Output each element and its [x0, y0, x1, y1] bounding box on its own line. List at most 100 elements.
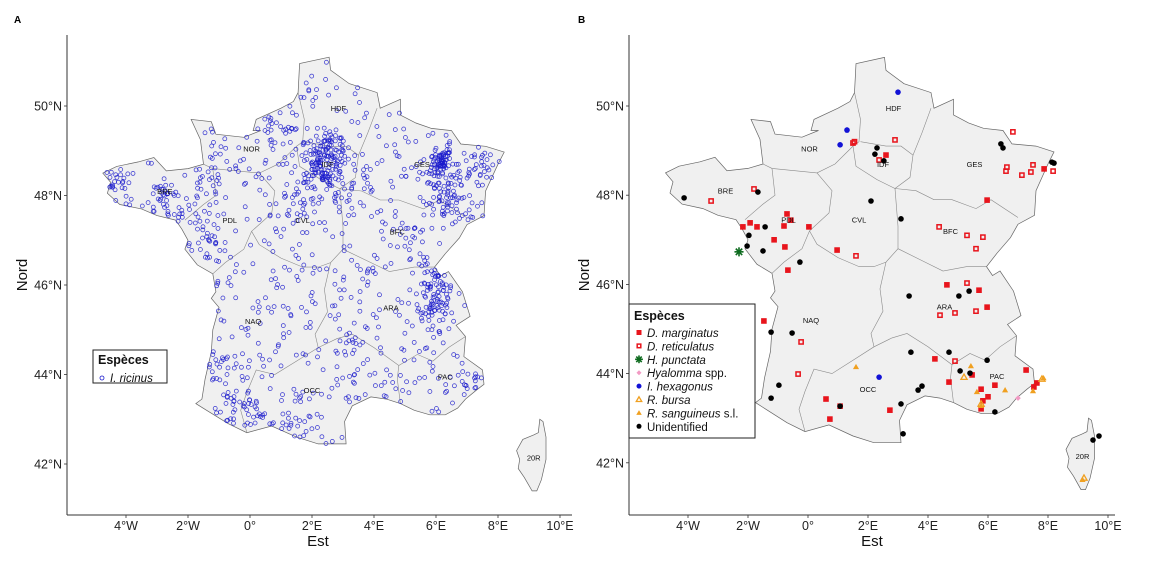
tick-point-i-ricinus [449, 310, 455, 316]
tick-point-i-ricinus [315, 155, 321, 161]
tick-point-i-ricinus [223, 381, 228, 387]
tick-point-i-ricinus [430, 364, 436, 369]
tick-point-i-ricinus [161, 176, 167, 182]
tick-point-i-ricinus [177, 211, 183, 217]
tick-point-d-marginatus [1041, 166, 1047, 172]
tick-point-i-ricinus [210, 129, 215, 135]
tick-point-i-ricinus [289, 170, 294, 176]
tick-point-i-ricinus [267, 357, 272, 363]
tick-point-i-ricinus [272, 140, 278, 146]
tick-point-r-sanguineus-s-l [978, 402, 985, 408]
tick-point-i-ricinus [267, 212, 273, 218]
tick-point-i-ricinus [205, 230, 210, 236]
tick-point-i-ricinus [195, 180, 200, 186]
y-tick-label: 44°N [596, 367, 624, 381]
tick-point-i-ricinus [387, 243, 393, 248]
tick-point-i-ricinus [215, 308, 221, 314]
tick-point-i-ricinus [293, 391, 299, 397]
tick-point-i-ricinus [267, 118, 273, 124]
tick-point-i-ricinus [336, 209, 342, 215]
tick-point-d-reticulatus [876, 157, 882, 163]
tick-point-i-ricinus [200, 235, 205, 241]
tick-point-unidentified [967, 370, 973, 376]
tick-point-i-ricinus [326, 154, 331, 159]
x-axis-title-b: Est [861, 533, 884, 550]
tick-point-i-ricinus [186, 241, 192, 246]
tick-point-i-ricinus [273, 201, 279, 207]
tick-point-i-ricinus [300, 206, 306, 212]
x-tick-label: 10°E [1094, 519, 1121, 533]
tick-point-i-ricinus [215, 226, 221, 231]
tick-point-i-ricinus [246, 166, 252, 172]
legend-b-marker-d-reticulatus [636, 343, 642, 349]
tick-point-i-ricinus [217, 364, 222, 370]
legend-b-label-r-sanguineus: R. sanguineus s.l. [647, 408, 738, 420]
tick-point-i-ricinus [193, 167, 199, 173]
tick-point-i-ricinus [346, 145, 351, 151]
tick-point-i-ricinus [408, 240, 413, 246]
tick-point-i-ricinus [307, 396, 312, 402]
tick-point-i-ricinus [365, 357, 370, 362]
tick-point-i-ricinus [290, 201, 296, 207]
region-border [296, 141, 359, 190]
tick-point-i-ricinus [240, 351, 245, 357]
tick-point-d-marginatus [788, 217, 794, 223]
tick-point-i-ricinus [176, 205, 182, 210]
tick-point-i-ricinus [259, 374, 265, 380]
tick-point-i-ricinus [360, 172, 366, 178]
tick-point-i-ricinus [308, 160, 314, 166]
tick-point-i-ricinus [351, 180, 357, 186]
tick-point-i-ricinus [310, 390, 316, 396]
tick-point-i-ricinus [334, 364, 340, 370]
tick-point-i-ricinus [312, 301, 318, 307]
tick-point-i-ricinus [347, 374, 352, 379]
tick-point-i-ricinus [187, 220, 193, 225]
region-label-bfc: BFC [943, 227, 959, 236]
legend-b-marker-r-sanguineus [636, 410, 642, 415]
tick-point-i-ricinus [266, 241, 272, 247]
tick-point-i-ricinus [229, 334, 235, 340]
tick-point-i-ricinus [160, 192, 166, 198]
tick-point-i-ricinus [250, 261, 256, 267]
tick-point-i-ricinus [239, 364, 244, 370]
tick-point-i-ricinus [294, 112, 299, 118]
tick-point-unidentified [881, 158, 887, 164]
tick-point-r-sanguineus-s-l [973, 388, 980, 395]
tick-point-i-ricinus [432, 170, 438, 176]
tick-point-i-ricinus [398, 399, 404, 404]
tick-point-i-ricinus [374, 256, 380, 261]
tick-point-i-ricinus [438, 189, 444, 195]
tick-point-i-ricinus [330, 234, 336, 240]
tick-point-i-ricinus [274, 120, 279, 126]
tick-point-i-ricinus [193, 211, 199, 217]
tick-point-i-ricinus [456, 291, 462, 296]
tick-point-i-ricinus [397, 232, 403, 237]
tick-point-i-ricinus [209, 165, 214, 171]
tick-point-i-ricinus [296, 189, 301, 195]
tick-point-i-ricinus [390, 380, 396, 385]
tick-point-i-ricinus [267, 137, 273, 143]
tick-point-i-ricinus [309, 426, 315, 432]
tick-point-i-ricinus [113, 172, 119, 178]
tick-point-i-ricinus [377, 307, 382, 313]
tick-point-i-ricinus [418, 159, 423, 165]
tick-point-i-ricinus [405, 139, 411, 145]
x-tick-label: 4°E [918, 519, 938, 533]
tick-point-i-ricinus [207, 254, 212, 260]
tick-point-i-ricinus [150, 204, 156, 210]
tick-point-unidentified [760, 248, 766, 254]
tick-point-i-ricinus [484, 157, 490, 162]
tick-point-i-ricinus [260, 356, 265, 362]
tick-point-i-ricinus [248, 402, 254, 407]
tick-point-i-ricinus [293, 126, 299, 132]
tick-point-i-hexagonus [837, 142, 843, 148]
tick-point-i-ricinus [428, 281, 434, 287]
tick-point-d-marginatus [747, 220, 753, 226]
tick-point-i-ricinus [455, 210, 460, 216]
tick-point-i-ricinus [125, 171, 131, 177]
tick-point-i-ricinus [205, 255, 210, 261]
tick-point-i-ricinus [303, 429, 309, 434]
tick-point-i-ricinus [357, 308, 363, 314]
tick-point-i-ricinus [290, 246, 295, 252]
tick-point-i-ricinus [218, 409, 223, 415]
